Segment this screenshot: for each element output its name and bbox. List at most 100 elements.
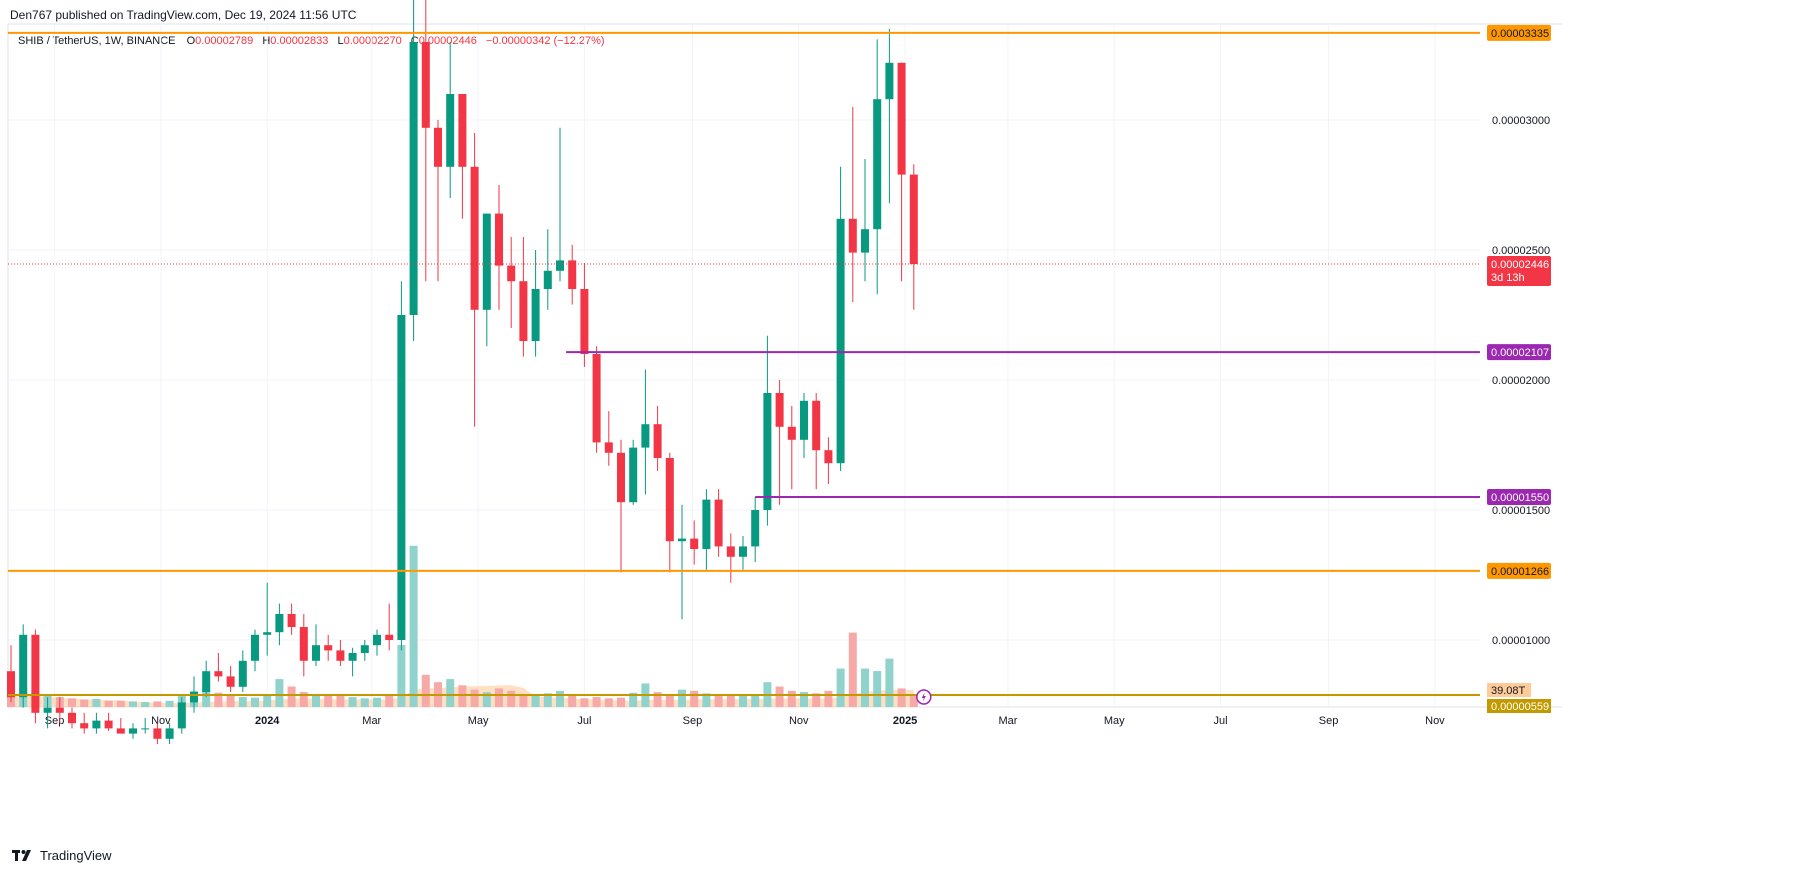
candle-body: [19, 634, 28, 698]
candle-body: [531, 289, 540, 341]
tradingview-logo-icon: [12, 849, 31, 861]
candle-body: [909, 174, 918, 265]
candle-body: [55, 707, 64, 713]
volume-bar: [470, 689, 479, 707]
candle-body: [7, 671, 15, 698]
candle-body: [617, 452, 625, 503]
candle-body: [458, 94, 467, 167]
volume-bar: [848, 632, 857, 707]
volume-bar: [299, 692, 308, 707]
change-value: −0.00000342 (−12.27%): [485, 35, 605, 47]
candle-body: [299, 627, 308, 661]
x-tick-label: Sep: [1319, 715, 1339, 727]
level-price-label: 0.00001266: [1491, 566, 1549, 578]
symbol-label[interactable]: SHIB / TetherUS, 1W, BINANCE: [18, 35, 176, 47]
candle-body: [275, 614, 284, 633]
candle-body: [373, 634, 381, 646]
last-price-tag: [1487, 256, 1551, 287]
volume-bar: [129, 701, 137, 707]
candle-body: [702, 499, 711, 549]
volume-bar: [446, 679, 455, 707]
volume-bar: [824, 690, 833, 707]
tradingview-brand[interactable]: TradingView: [12, 848, 112, 863]
x-tick-label: 2025: [893, 715, 917, 727]
candle-body: [641, 424, 650, 448]
volume-bar: [165, 700, 174, 707]
volume-ma-label: 0.00000559: [1491, 701, 1549, 713]
volume-max-tag: [1487, 683, 1531, 697]
y-tick-label: 0.00003000: [1492, 115, 1550, 127]
candle-body: [238, 660, 247, 687]
level-price-label: 0.00003335: [1491, 28, 1549, 40]
candle-body: [714, 499, 723, 547]
level-price-tag: [1487, 344, 1551, 361]
candle-body: [129, 728, 137, 734]
volume-bar: [507, 690, 516, 707]
candle-body: [153, 728, 162, 739]
volume-ma-tag: [1487, 699, 1551, 713]
volume-bar: [116, 700, 125, 707]
candle-body: [653, 424, 662, 458]
candle-body: [251, 634, 259, 661]
volume-bar: [312, 694, 320, 707]
last-price-label: 0.00002446: [1491, 259, 1549, 271]
x-tick-label: 2024: [255, 715, 280, 727]
low-label: L: [337, 35, 344, 47]
volume-bar: [421, 674, 430, 707]
level-price-tag: [1487, 562, 1551, 579]
candle-body: [690, 538, 699, 549]
candle-body: [629, 447, 638, 503]
candle-body: [116, 728, 125, 734]
volume-bar: [617, 697, 625, 707]
candle-body: [190, 692, 198, 703]
volume-bar: [141, 702, 150, 707]
x-tick-label: Jul: [577, 715, 591, 727]
candle-body: [848, 218, 857, 253]
volume-bar: [251, 697, 259, 707]
lightning-bolt: [921, 692, 926, 702]
volume-bar: [787, 690, 796, 707]
brand-label: TradingView: [40, 848, 112, 863]
candle-body: [470, 166, 479, 310]
volume-bar: [629, 692, 638, 707]
volume-bar: [324, 695, 333, 707]
x-tick-label: Nov: [1425, 715, 1445, 727]
open-label: O: [186, 35, 196, 47]
volume-bar: [556, 690, 564, 707]
ohlc-legend: SHIB / TetherUS, 1W, BINANCE O0.00002789…: [18, 35, 611, 47]
volume-bar: [409, 545, 418, 707]
volume-bar: [751, 694, 760, 707]
candle-body: [812, 400, 821, 451]
y-tick-label: 0.00002500: [1492, 245, 1550, 257]
volume-bar: [665, 694, 674, 707]
candle-body: [202, 671, 211, 692]
volume-bar: [775, 686, 784, 707]
level-price-tag: [1487, 24, 1551, 41]
volume-bar: [714, 694, 723, 707]
volume-bar: [373, 697, 381, 707]
volume-bar: [104, 700, 113, 707]
candle-body: [324, 645, 333, 651]
x-tick-label: Mar: [998, 715, 1017, 727]
volume-bar: [238, 697, 247, 707]
candle-body: [397, 315, 406, 640]
volume-bar: [482, 692, 491, 707]
level-price-label: 0.00002107: [1491, 347, 1549, 359]
candle-body: [519, 281, 528, 341]
x-tick-label: Jul: [1214, 715, 1228, 727]
candle-body: [104, 720, 113, 729]
volume-bar: [543, 693, 552, 707]
candle-body: [165, 728, 174, 739]
candle-body: [409, 42, 418, 315]
volume-bar: [385, 695, 394, 707]
candle-body: [861, 229, 869, 253]
volume-bar: [495, 688, 503, 707]
candle-body: [336, 650, 345, 661]
candle-body: [434, 127, 442, 167]
candle-body: [141, 728, 150, 730]
volume-bar: [909, 695, 918, 707]
close-label: C: [410, 35, 419, 47]
volume-bar: [726, 695, 735, 707]
candle-body: [763, 393, 772, 510]
